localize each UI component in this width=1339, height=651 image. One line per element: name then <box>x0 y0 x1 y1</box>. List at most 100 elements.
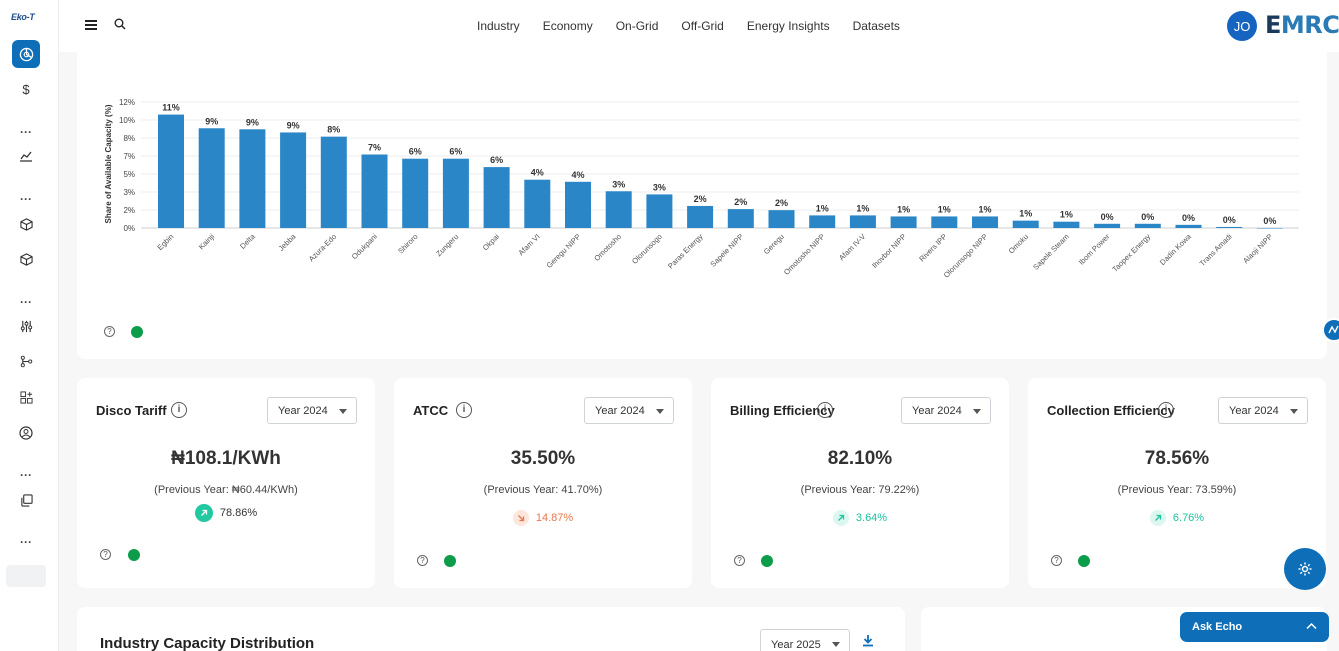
kpi-change: 3.64% <box>711 510 1009 526</box>
hamburger-menu-icon[interactable] <box>85 20 97 30</box>
info-icon[interactable]: i <box>171 402 187 418</box>
accessibility-widget-icon[interactable] <box>1322 318 1339 342</box>
kpi-title: Billing Efficiency <box>730 403 835 418</box>
x-tick-label: Afam VI <box>516 232 541 257</box>
bar <box>1012 220 1039 228</box>
sliders-icon[interactable] <box>12 312 40 340</box>
caret-down-icon <box>339 409 347 414</box>
cube-icon[interactable] <box>12 210 40 238</box>
brand-logo: EMRC <box>1265 11 1339 39</box>
x-tick-label: Afam IV-V <box>837 232 867 262</box>
help-icon[interactable]: ? <box>417 555 428 566</box>
kpi-previous-year: (Previous Year: 73.59%) <box>1117 484 1237 496</box>
nav-energy-insights[interactable]: Energy Insights <box>746 19 830 33</box>
box-icon[interactable] <box>12 245 40 273</box>
arrow-up-right-icon <box>832 510 849 526</box>
kpi-card: Collection Efficiency i Year 2024 78.56% (Pr… <box>1028 378 1326 588</box>
data-label: 6% <box>409 147 422 157</box>
info-icon[interactable]: i <box>1158 402 1174 418</box>
year-select[interactable]: Year 2025 <box>760 629 850 651</box>
more-dots-icon: ··· <box>20 125 32 139</box>
capacity-share-chart: 0% 2% 3% 5% 7% 8% 10% 12% Share of Available Cap… <box>104 98 1299 280</box>
caret-down-icon <box>656 409 664 414</box>
bar <box>280 132 307 228</box>
sidebar-placeholder <box>6 565 46 587</box>
kpi-change-value: 78.86% <box>219 507 258 519</box>
info-icon[interactable]: i <box>456 402 472 418</box>
x-tick-label: Geregu NIPP <box>545 232 583 270</box>
nav-economy[interactable]: Economy <box>542 19 593 33</box>
status-dot <box>1078 555 1090 567</box>
section-title: Industry Capacity Distribution <box>100 635 315 651</box>
bar <box>198 128 225 228</box>
x-tick-label: Sapele NIPP <box>708 232 745 269</box>
ask-echo-button[interactable]: Ask Echo <box>1180 612 1329 642</box>
kpi-previous-year: (Previous Year: 79.22%) <box>800 484 920 496</box>
settings-button[interactable] <box>1284 548 1326 590</box>
y-tick-label: 3% <box>123 188 135 197</box>
year-select[interactable]: Year 2024 <box>901 397 991 424</box>
info-icon[interactable]: i <box>817 402 833 418</box>
user-avatar[interactable]: JO <box>1227 11 1257 41</box>
bar <box>361 154 388 228</box>
status-dot <box>131 326 143 338</box>
x-tick-label: Azura-Edo <box>307 232 338 263</box>
x-tick-label: Taopex Energy <box>1110 232 1152 274</box>
kpi-change-value: 6.76% <box>1172 512 1205 524</box>
chart-line-icon[interactable] <box>12 142 40 170</box>
nav-industry[interactable]: Industry <box>477 19 520 33</box>
bar <box>565 181 591 228</box>
caret-down-icon <box>1290 409 1298 414</box>
x-tick-label: Egbin <box>155 232 175 252</box>
data-label: 9% <box>246 117 259 127</box>
data-label: 11% <box>162 103 180 113</box>
nav-off-grid[interactable]: Off-Grid <box>681 19 724 33</box>
year-select[interactable]: Year 2024 <box>267 397 357 424</box>
help-icon[interactable]: ? <box>734 555 745 566</box>
dollar-icon[interactable]: $ <box>22 81 30 97</box>
x-tick-label: Shiroro <box>396 232 419 255</box>
data-label: 1% <box>978 204 991 214</box>
more-dots-icon: ··· <box>20 535 32 549</box>
copy-icon[interactable] <box>12 486 40 514</box>
industry-capacity-distribution-card: Industry Capacity Distribution Year 2025 <box>77 607 905 651</box>
user-circle-icon[interactable] <box>12 419 40 447</box>
bar <box>1175 224 1202 228</box>
download-icon[interactable] <box>862 634 874 650</box>
bar <box>687 205 714 228</box>
bar <box>239 129 266 228</box>
data-label: 9% <box>287 120 300 130</box>
dashboard-icon[interactable] <box>12 40 40 68</box>
help-icon[interactable]: ? <box>1051 555 1062 566</box>
git-branch-icon[interactable] <box>12 347 40 375</box>
grid-plus-icon[interactable] <box>12 383 40 411</box>
nav-on-grid[interactable]: On-Grid <box>615 19 659 33</box>
year-select[interactable]: Year 2024 <box>1218 397 1308 424</box>
year-select[interactable]: Year 2024 <box>584 397 674 424</box>
bar <box>1094 223 1121 228</box>
x-tick-label: Trans Amadi <box>1198 232 1234 268</box>
x-tick-label: Okpai <box>481 232 501 252</box>
y-tick-label: 5% <box>123 170 135 179</box>
bar <box>483 167 510 228</box>
nav-datasets[interactable]: Datasets <box>852 19 900 33</box>
data-label: 0% <box>1101 212 1114 222</box>
help-icon[interactable]: ? <box>104 326 115 337</box>
data-label: 6% <box>490 155 503 165</box>
kpi-title: Collection Efficiency <box>1047 403 1175 418</box>
arrow-up-right-icon <box>1149 510 1166 526</box>
help-icon[interactable]: ? <box>100 549 111 560</box>
search-icon[interactable] <box>114 18 126 33</box>
status-dot <box>761 555 773 567</box>
data-label: 2% <box>694 194 707 204</box>
main-nav: Industry Economy On-Grid Off-Grid Energy… <box>477 19 900 33</box>
bar <box>890 216 917 228</box>
bar <box>972 216 998 228</box>
data-label: 0% <box>1263 216 1276 226</box>
bar <box>442 158 469 228</box>
data-label: 1% <box>938 204 951 214</box>
app-logo[interactable]: Eko-T <box>11 12 35 22</box>
data-label: 1% <box>1060 210 1073 220</box>
ask-echo-label: Ask Echo <box>1192 621 1243 633</box>
x-tick-label: Dadin Kowa <box>1158 231 1194 267</box>
